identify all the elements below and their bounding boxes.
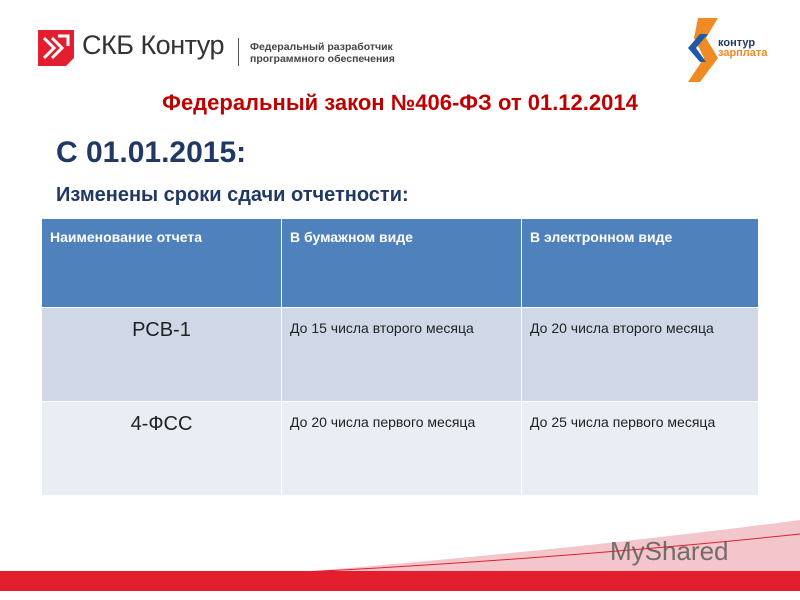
- electronic-deadline: До 25 числа первого месяца: [521, 401, 759, 496]
- slide-title: Федеральный закон №406-ФЗ от 01.12.2014: [162, 90, 638, 115]
- electronic-deadline: До 20 числа второго месяца: [521, 307, 759, 402]
- logo2-line2: зарплата: [718, 47, 768, 59]
- divider: [238, 38, 239, 66]
- paper-deadline: До 15 числа второго месяца: [281, 307, 522, 402]
- skb-kontur-logo-icon: [38, 30, 74, 66]
- watermark: MyShared: [610, 536, 729, 566]
- report-name: РСВ-1: [41, 307, 282, 402]
- subheading: Изменены сроки сдачи отчетности:: [56, 184, 409, 206]
- header-cell: В бумажном виде: [281, 218, 522, 308]
- logo2-line1: контур: [718, 37, 756, 49]
- footer-red-bar: [0, 571, 800, 591]
- tagline-line1: Федеральный разработчик: [250, 41, 393, 53]
- kontur-zarplata-logo-text: контур зарплата: [718, 37, 768, 59]
- tagline-line2: программного обеспечения: [250, 53, 395, 65]
- brand-name: СКБ Контур: [82, 30, 224, 60]
- deadlines-table: Наименование отчета В бумажном виде В эл…: [41, 218, 759, 496]
- report-name: 4-ФСС: [41, 401, 282, 496]
- paper-deadline: До 20 числа первого месяца: [281, 401, 522, 496]
- kontur-zarplata-logo-icon: [688, 18, 718, 82]
- table-row: РСВ-1 До 15 числа второго месяца До 20 ч…: [41, 307, 759, 402]
- date-heading: С 01.01.2015:: [56, 136, 247, 169]
- tagline: Федеральный разработчик программного обе…: [250, 41, 395, 65]
- table-header-row: Наименование отчета В бумажном виде В эл…: [41, 218, 759, 308]
- header-cell: В электронном виде: [521, 218, 759, 308]
- table-row: 4-ФСС До 20 числа первого месяца До 25 ч…: [41, 401, 759, 496]
- header-cell: Наименование отчета: [41, 218, 282, 308]
- decorative-swoosh: [300, 520, 800, 572]
